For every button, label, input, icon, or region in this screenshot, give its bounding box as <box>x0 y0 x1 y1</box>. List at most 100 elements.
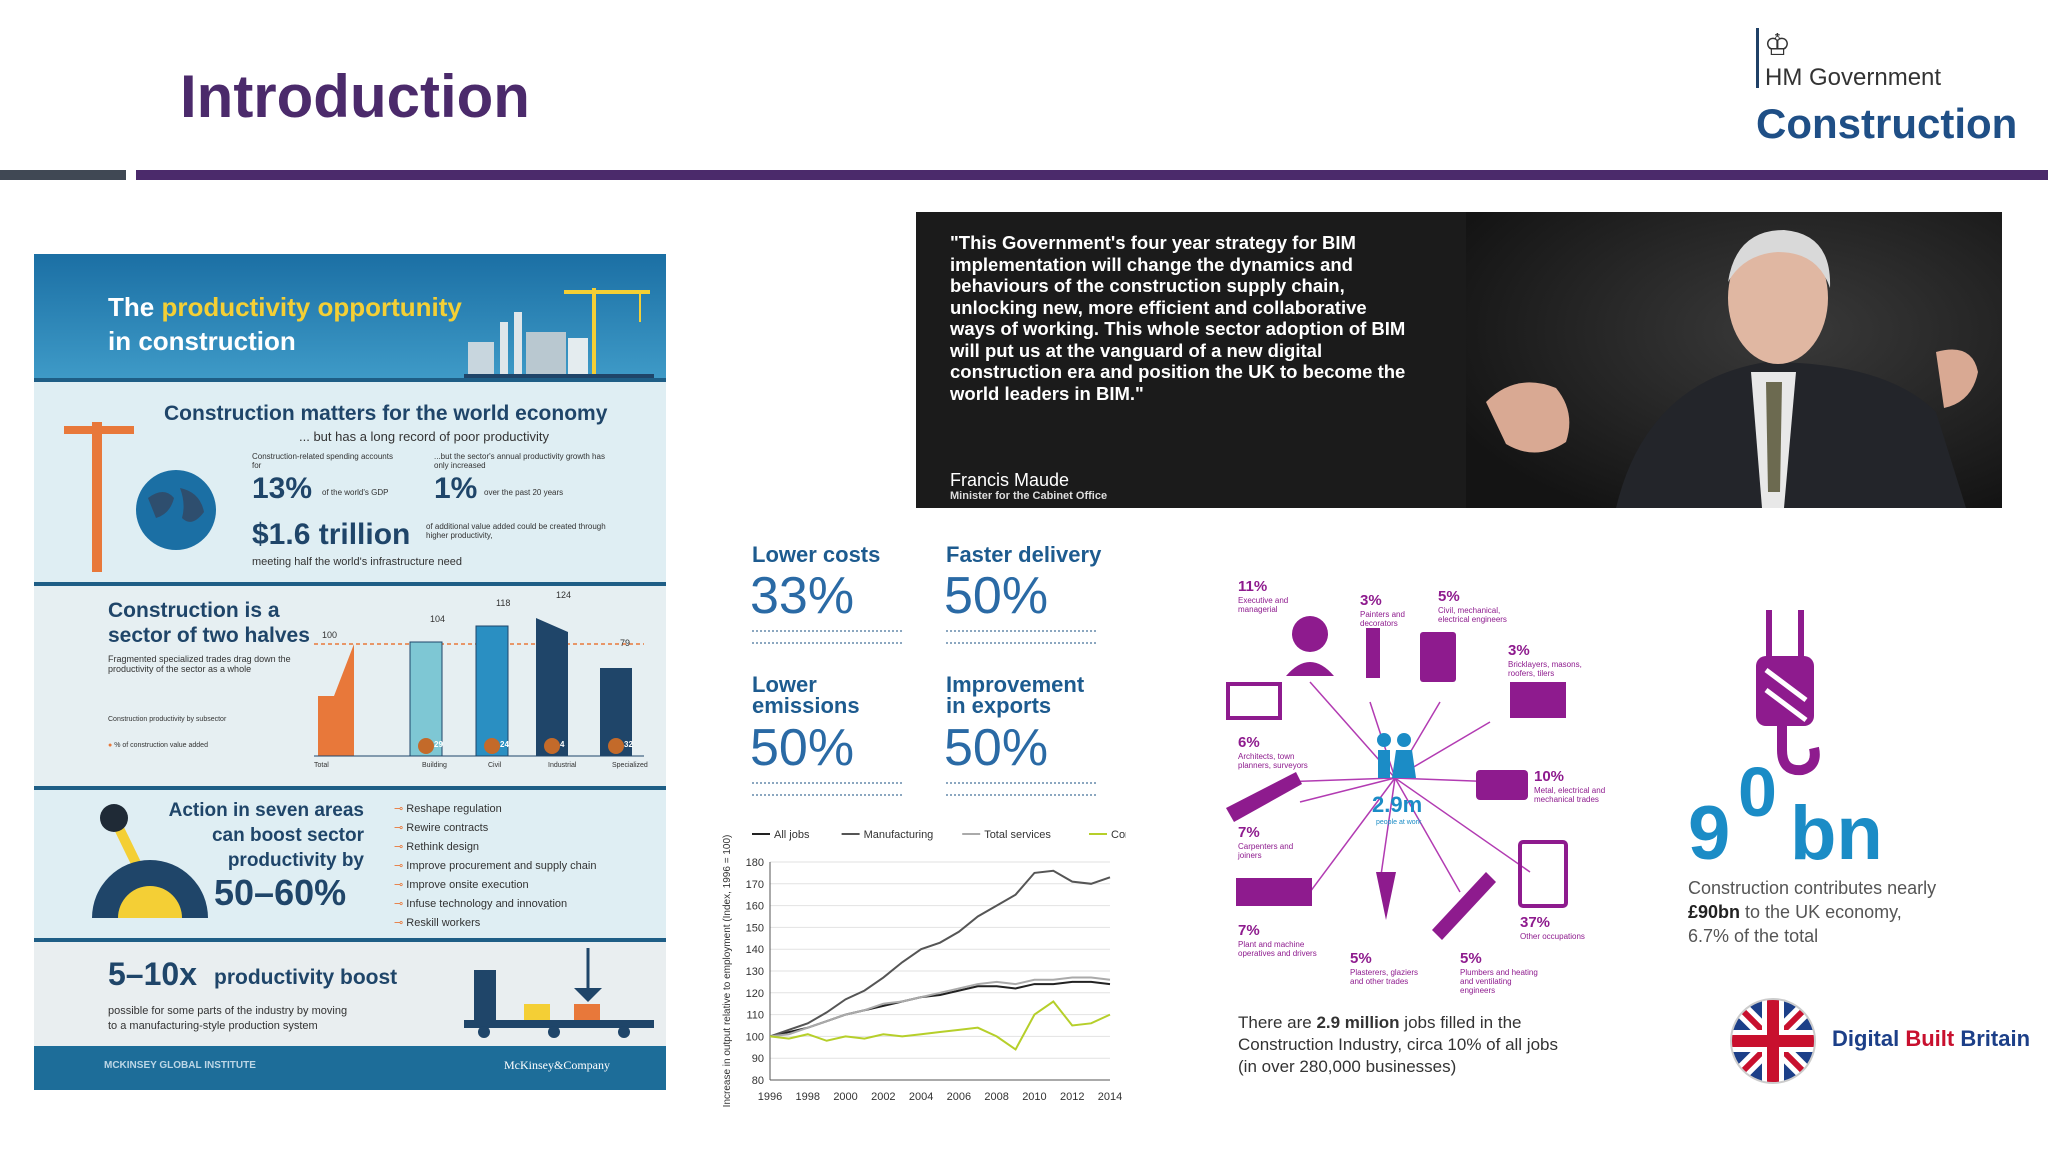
y-tick-label: 170 <box>746 879 764 891</box>
quote-text: "This Government's four year strategy fo… <box>950 232 1406 404</box>
trowel-icon <box>1376 872 1396 920</box>
job-share-value: 7% <box>1238 824 1260 841</box>
bar-share-label: 24 <box>500 740 509 749</box>
x-tick-label: 2014 <box>1098 1091 1122 1103</box>
job-share-value: 5% <box>1350 950 1372 967</box>
y-tick-label: 120 <box>746 988 764 1000</box>
seven-areas-item: ⊸ Improve onsite execution <box>394 879 529 891</box>
economy-value-nine: 9 <box>1688 791 1731 876</box>
infographic-two-halves: Construction is a sector of two halves Fr… <box>34 582 666 786</box>
gdp-share-label: of the world's GDP <box>322 488 389 497</box>
y-tick-label: 140 <box>746 944 764 956</box>
bar-value-label: 79 <box>620 638 631 648</box>
bar-category-label: Specialized <box>612 762 648 769</box>
bar-share-label: 4 <box>560 740 565 749</box>
speaker-photo <box>1466 212 2002 508</box>
bar-value-label: 100 <box>322 630 338 640</box>
job-share-label: Executive and managerial <box>1238 596 1289 614</box>
globe-icon <box>136 470 216 550</box>
series-line-manufacturing <box>769 869 1111 1038</box>
boost-value: 5–10x <box>108 956 197 992</box>
y-tick-label: 110 <box>746 1010 764 1022</box>
infographic-title: The productivity opportunity in construc… <box>108 292 462 356</box>
job-share-label: Civil, mechanical, electrical engineers <box>1438 606 1507 624</box>
bar-civil <box>475 625 509 757</box>
bricks-icon <box>1510 682 1566 718</box>
electrical-box-icon <box>1476 770 1528 800</box>
x-tick-label: 1996 <box>758 1091 782 1103</box>
jobs-caption: There are 2.9 million jobs filled in the… <box>1238 1013 1558 1076</box>
share-civil <box>484 738 500 754</box>
logo-construction: Construction <box>1756 100 2018 147</box>
jobs-center-label: people at work <box>1376 819 1422 826</box>
seven-areas-item: ⊸ Reshape regulation <box>394 803 502 815</box>
job-share-value: 11% <box>1238 578 1268 595</box>
seven-areas-value: 50–60% <box>214 872 347 913</box>
target-value-lower-costs: 33% <box>750 567 855 625</box>
productivity-infographic: The productivity opportunity in construc… <box>34 254 666 1090</box>
executive-icon <box>1292 616 1328 652</box>
y-tick-label: 80 <box>752 1075 764 1087</box>
bar-category-label: Total <box>314 762 329 769</box>
job-share-label: Plumbers and heating and ventilating eng… <box>1460 968 1538 995</box>
legend-label: Total services <box>984 829 1051 841</box>
seven-areas-item: ⊸ Reskill workers <box>394 917 481 929</box>
crane-hook-icon <box>1756 610 1820 776</box>
job-share-label: Plasterers, glaziers and other trades <box>1350 968 1419 986</box>
gdp-share-value: 13% <box>252 472 313 505</box>
lever-gauge-icon <box>92 804 208 918</box>
bar-industrial <box>536 618 568 756</box>
bar-value-label: 104 <box>430 614 446 624</box>
seven-areas-item: ⊸ Infuse technology and innovation <box>394 898 568 910</box>
y-tick-label: 150 <box>746 922 764 934</box>
infographic-world-economy: Construction matters for the world econo… <box>34 378 666 582</box>
share-building <box>418 738 434 754</box>
x-tick-label: 2008 <box>984 1091 1008 1103</box>
economy-value-zero: 0 <box>1738 753 1777 831</box>
laptop-icon <box>1226 682 1282 720</box>
y-axis-label: Increase in output relative to employmen… <box>722 835 733 1108</box>
header-rule-purple <box>136 170 2048 180</box>
logo-divider <box>1756 28 1759 88</box>
infographic-header: The productivity opportunity in construc… <box>34 254 666 378</box>
paint-brush-icon <box>1366 628 1380 678</box>
infographic-footer: MCKINSEY GLOBAL INSTITUTE McKinsey&Compa… <box>34 1046 666 1090</box>
bar-total <box>318 644 354 756</box>
bar-category-label: Industrial <box>548 762 577 769</box>
target-note-exports <box>946 782 1096 796</box>
job-share-value: 3% <box>1360 592 1382 609</box>
legend-label: All jobs <box>774 829 810 841</box>
bar-category-label: Building <box>422 762 447 769</box>
x-tick-label: 2004 <box>909 1091 933 1103</box>
digital-built-britain-logo: Digital Built Britain <box>1832 1026 2031 1051</box>
seven-areas-title: Action in seven areas can boost sector pro… <box>168 800 364 871</box>
y-tick-label: 160 <box>746 901 764 913</box>
bar-share-label: 29 <box>434 740 443 749</box>
target-title-faster-delivery: Faster delivery <box>946 542 1102 567</box>
quote-author: Francis Maude <box>950 470 1070 490</box>
job-share-label: Metal, electrical and mechanical trades <box>1534 786 1606 804</box>
saw-icon <box>1226 772 1302 822</box>
job-share-label: Painters and decorators <box>1360 610 1405 628</box>
infographic-productivity-boost: 5–10x productivity boost possible for so… <box>34 938 666 1050</box>
bar-building <box>409 641 443 757</box>
tablet-icon <box>1518 840 1568 908</box>
share-industrial <box>544 738 560 754</box>
target-title-exports: Improvement in exports <box>946 672 1085 718</box>
boost-subtitle: possible for some parts of the industry … <box>108 1005 348 1032</box>
union-jack-globe-icon <box>1730 998 1816 1084</box>
job-share-value: 7% <box>1238 922 1260 939</box>
x-tick-label: 2010 <box>1022 1091 1046 1103</box>
footer-mgi: MCKINSEY GLOBAL INSTITUTE <box>104 1060 256 1071</box>
world-economy-title: Construction matters for the world econo… <box>164 402 608 425</box>
growth-note: ...but the sector's annual productivity … <box>434 452 605 470</box>
infographic-seven-areas: Action in seven areas can boost sector pro… <box>34 786 666 938</box>
legend-label: Manufacturing <box>864 829 934 841</box>
job-share-value: 6% <box>1238 734 1260 751</box>
infrastructure-note: meeting half the world's infrastructure … <box>252 556 462 568</box>
job-share-value: 10% <box>1534 768 1565 785</box>
seven-areas-item: ⊸ Rethink design <box>394 841 480 853</box>
seven-areas-item: ⊸ Rewire contracts <box>394 822 489 834</box>
job-share-value: 5% <box>1438 588 1460 605</box>
two-halves-subtitle: Fragmented specialized trades drag down … <box>108 654 291 674</box>
